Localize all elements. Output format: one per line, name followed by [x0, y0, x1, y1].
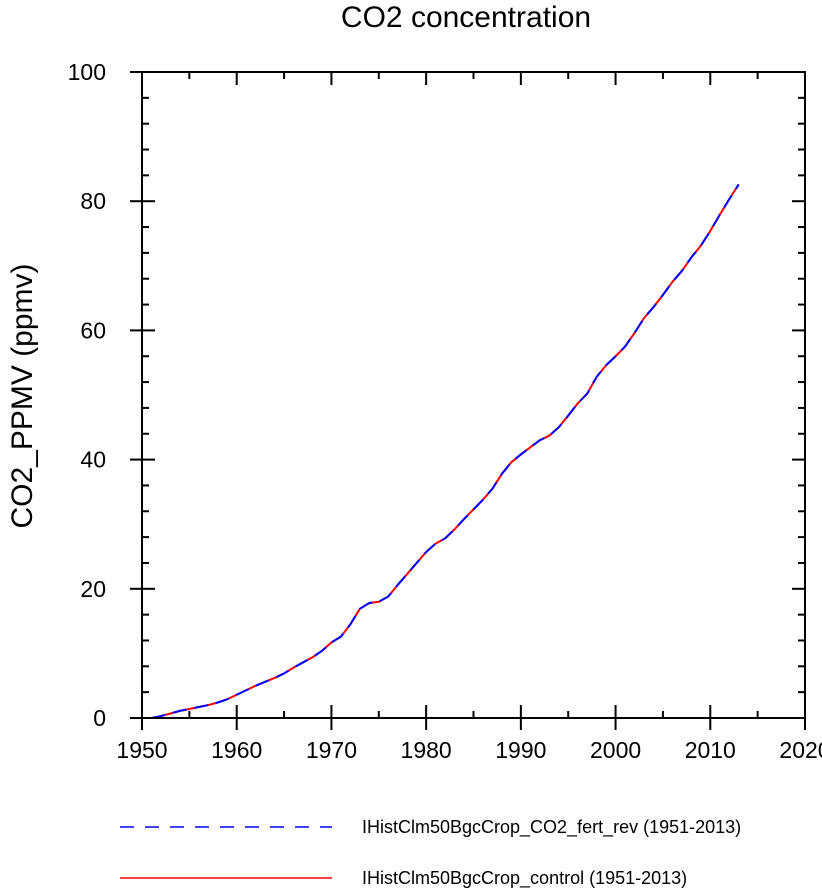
x-tick-label: 1950 — [116, 737, 167, 763]
x-tick-label: 1960 — [211, 737, 262, 763]
legend-label-1: IHistClm50BgcCrop_CO2_fert_rev (1951-201… — [362, 817, 741, 838]
y-tick-label: 20 — [80, 576, 106, 602]
x-tick-label: 1970 — [306, 737, 357, 763]
y-tick-label: 0 — [93, 705, 106, 731]
series-line-1 — [151, 183, 740, 719]
y-axis-label: CO2_PPMV (ppmv) — [6, 263, 39, 528]
plot-frame — [141, 71, 806, 719]
x-tick-label: 1990 — [495, 737, 546, 763]
series-line-2 — [151, 183, 740, 719]
x-tick-label: 1980 — [401, 737, 452, 763]
y-tick-label: 80 — [80, 188, 106, 214]
legend: IHistClm50BgcCrop_CO2_fert_rev (1951-201… — [120, 817, 741, 889]
chart-title: CO2 concentration — [341, 1, 591, 34]
x-tick-label: 2000 — [590, 737, 641, 763]
x-tick-label: 2010 — [685, 737, 736, 763]
y-tick-label: 40 — [80, 447, 106, 473]
y-tick-label: 100 — [68, 59, 106, 85]
axis-ticks — [130, 71, 806, 730]
legend-label-2: IHistClm50BgcCrop_control (1951-2013) — [362, 868, 687, 889]
y-tick-label: 60 — [80, 317, 106, 343]
plot-area — [151, 183, 740, 719]
